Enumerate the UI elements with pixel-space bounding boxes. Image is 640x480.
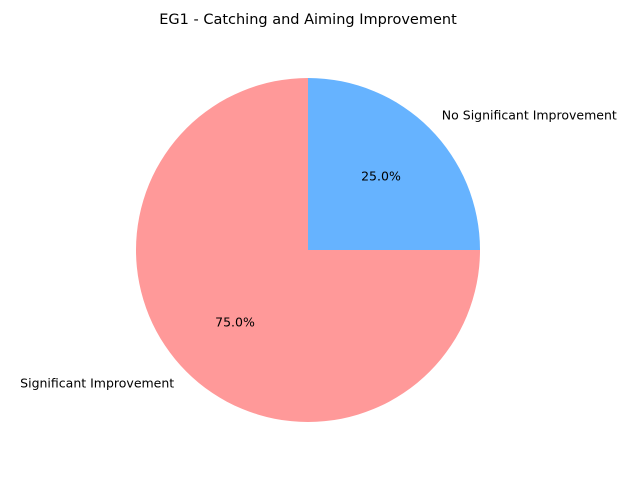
chart-title: EG1 - Catching and Aiming Improvement [159, 12, 457, 28]
pie-slice [308, 78, 480, 250]
slice-label: Significant Improvement [20, 375, 174, 390]
percent-label: 25.0% [361, 169, 401, 184]
percent-label: 75.0% [215, 314, 255, 329]
slice-label: No Significant Improvement [442, 108, 617, 123]
